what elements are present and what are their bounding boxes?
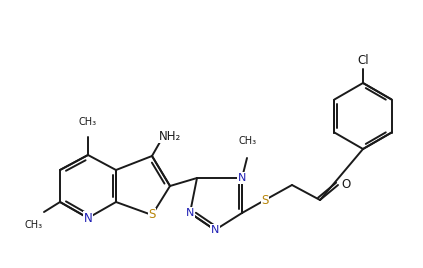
Text: CH₃: CH₃ [79, 117, 97, 127]
Text: S: S [261, 193, 269, 207]
Text: S: S [148, 209, 156, 221]
Text: N: N [84, 211, 92, 225]
Text: CH₃: CH₃ [239, 136, 257, 146]
Text: NH₂: NH₂ [159, 129, 181, 143]
Text: O: O [341, 178, 351, 192]
Text: CH₃: CH₃ [25, 220, 43, 230]
Text: N: N [211, 225, 219, 235]
Text: Cl: Cl [357, 54, 369, 68]
Text: N: N [238, 173, 246, 183]
Text: N: N [186, 208, 194, 218]
